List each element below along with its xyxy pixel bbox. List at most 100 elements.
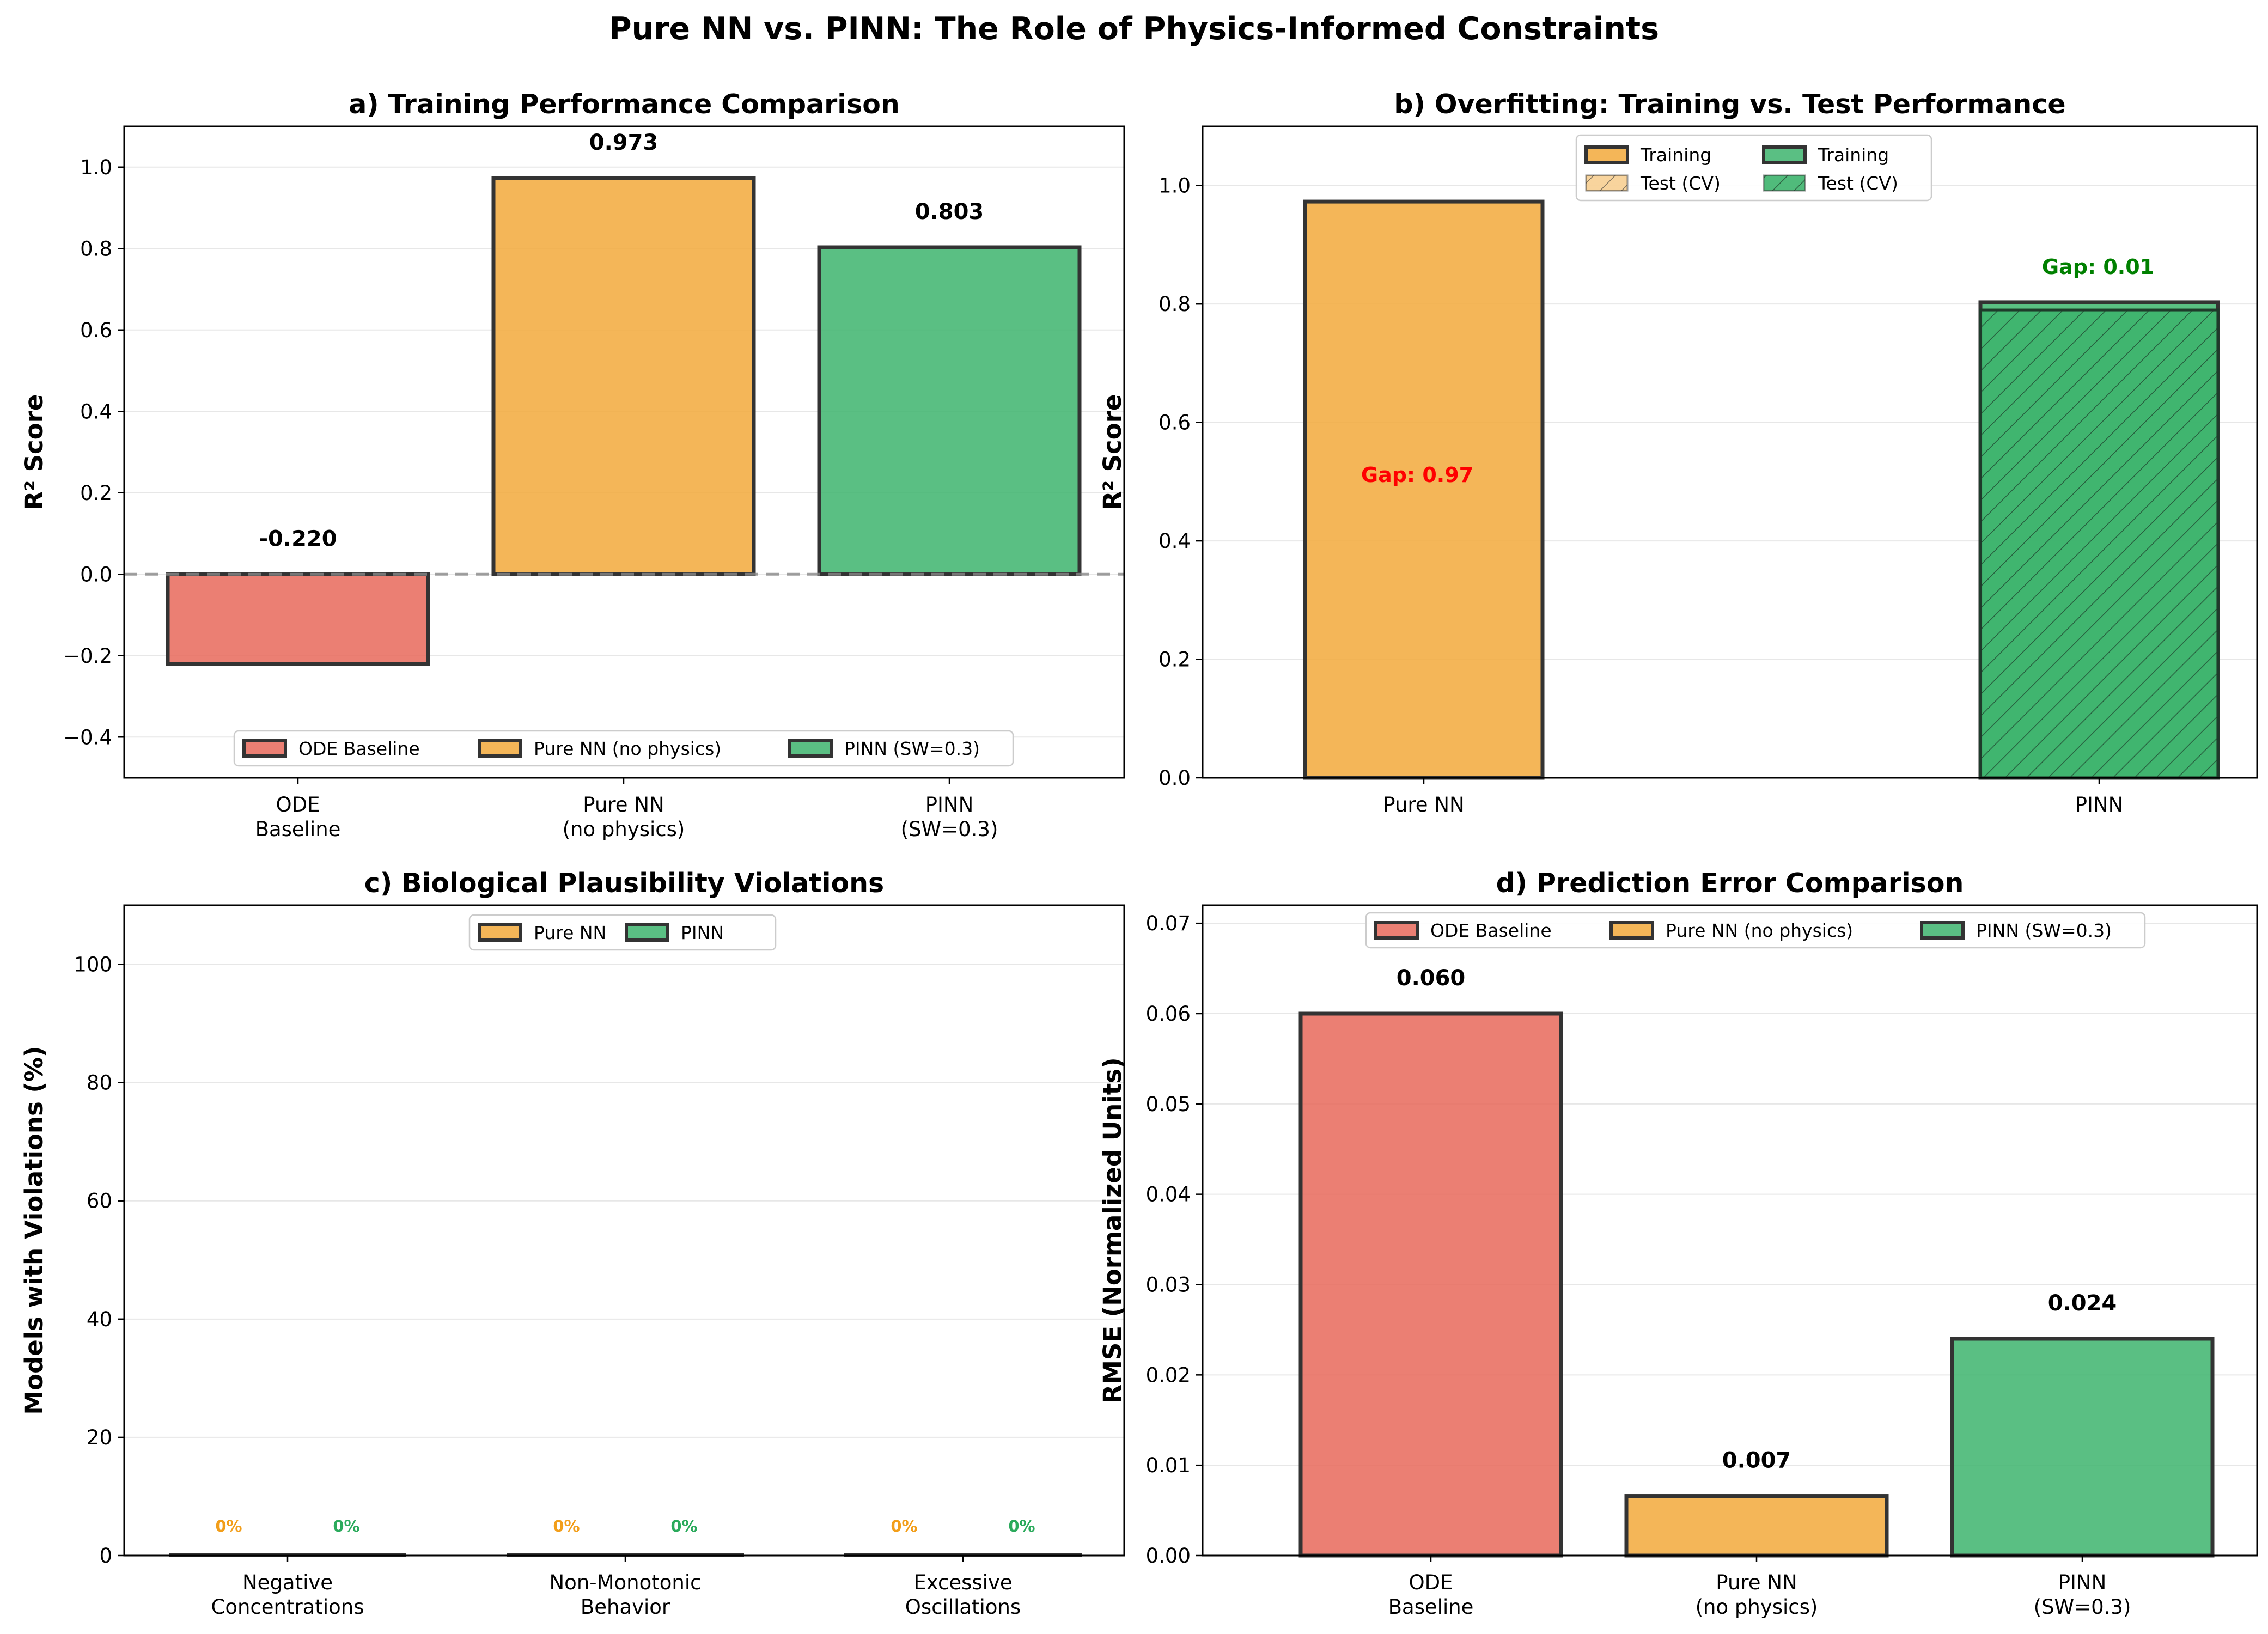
y-tick-label: 0.04: [1146, 1183, 1191, 1206]
y-tick-label: 0.4: [80, 400, 112, 423]
value-label: 0.007: [1722, 1448, 1791, 1473]
value-label: 0%: [553, 1517, 580, 1535]
value-label: -0.220: [259, 526, 337, 551]
y-tick-label: 0.03: [1146, 1273, 1191, 1297]
panel-d: d) Prediction Error Comparison RMSE (Norm…: [1098, 868, 2258, 1619]
panel-title: b) Overfitting: Training vs. Test Perfor…: [1394, 89, 2065, 120]
value-label: 0%: [670, 1517, 697, 1535]
gap-label: Gap: 0.01: [2042, 255, 2154, 279]
legend-label: Pure NN: [534, 922, 606, 943]
axes-frame: [123, 904, 1125, 1557]
y-tick-label: 0.6: [1159, 411, 1191, 435]
legend: Training Test (CV) Training Test (CV): [1575, 134, 1932, 202]
y-tick-label: 0.0: [1159, 766, 1191, 790]
y-tick-label: 60: [87, 1190, 112, 1213]
value-label: 0.060: [1397, 966, 1466, 991]
legend-swatch: [1584, 145, 1629, 164]
y-tick-label: 0.8: [80, 237, 112, 260]
legend-label: PINN (SW=0.3): [844, 738, 980, 759]
y-tick-label: 1.0: [1159, 174, 1191, 198]
x-tick-label: Pure NN (no physics): [563, 793, 685, 841]
legend-label: Pure NN (no physics): [1666, 920, 1853, 941]
y-tick-label: 0.0: [80, 563, 112, 586]
x-tick-label: Negative Concentrations: [211, 1571, 364, 1619]
bar: [491, 176, 756, 576]
legend-label: Test (CV): [1818, 173, 1898, 194]
legend-label: PINN: [681, 922, 724, 943]
legend-swatch: [1762, 145, 1807, 164]
panel-title: a) Training Performance Comparison: [349, 89, 900, 120]
y-tick-label: −0.2: [63, 644, 112, 668]
value-label: 0%: [891, 1517, 917, 1535]
x-tick-label: ODE Baseline: [255, 793, 341, 841]
value-label: 0%: [333, 1517, 359, 1535]
gap-label: Gap: 0.97: [1361, 463, 1473, 487]
bar: [1624, 1494, 1889, 1558]
bar: [1298, 1011, 1563, 1558]
legend-swatch: [242, 739, 287, 758]
y-tick-label: 0.02: [1146, 1363, 1191, 1387]
y-axis-label: R² Score: [1098, 394, 1127, 510]
value-label: 0%: [1008, 1517, 1035, 1535]
y-tick-label: 20: [87, 1426, 112, 1449]
y-tick-label: 0.8: [1159, 292, 1191, 316]
bar-training: [1303, 199, 1545, 780]
y-tick-label: 0: [99, 1544, 112, 1568]
legend: ODE Baseline Pure NN (no physics) PINN (SW…: [233, 730, 1014, 767]
legend-swatch: [1763, 174, 1806, 192]
legend-box: [1575, 134, 1932, 202]
y-axis-label: R² Score: [20, 394, 48, 510]
legend-swatch: [788, 739, 833, 758]
value-label: 0.024: [2048, 1291, 2117, 1316]
y-tick-label: 0.4: [1159, 529, 1191, 553]
legend-label: ODE Baseline: [298, 738, 420, 759]
legend-label: ODE Baseline: [1430, 920, 1552, 941]
y-tick-label: 0.05: [1146, 1093, 1191, 1116]
legend: ODE Baseline Pure NN (no physics) PINN (SW…: [1365, 912, 2146, 949]
y-tick-label: 100: [74, 953, 112, 977]
axes-frame: [1202, 125, 2258, 779]
legend-label: Training: [1818, 144, 1889, 166]
bar: [1950, 1337, 2215, 1558]
y-tick-label: 40: [87, 1308, 112, 1331]
y-tick-label: 0.2: [1159, 648, 1191, 672]
y-tick-label: 0.00: [1146, 1544, 1191, 1568]
x-tick-label: ODE Baseline: [1388, 1571, 1474, 1619]
legend-swatch: [478, 739, 522, 758]
x-tick-label: PINN (SW=0.3): [901, 793, 998, 841]
legend-box: [468, 914, 777, 951]
legend-label: PINN (SW=0.3): [1976, 920, 2112, 941]
legend-swatch: [478, 923, 522, 942]
bar: [817, 245, 1082, 576]
legend-label: Test (CV): [1640, 173, 1721, 194]
y-tick-label: 80: [87, 1071, 112, 1095]
value-label: 0.803: [915, 199, 984, 224]
legend-swatch: [1920, 921, 1965, 940]
bar: [166, 572, 430, 666]
legend: Pure NN PINN: [468, 914, 777, 951]
y-axis-label: RMSE (Normalized Units): [1098, 1057, 1127, 1403]
value-label: 0.973: [589, 130, 659, 155]
y-tick-label: −0.4: [63, 725, 112, 749]
legend-label: Pure NN (no physics): [534, 738, 721, 759]
y-axis-label: Models with Violations (%): [20, 1046, 48, 1414]
legend-swatch: [1374, 921, 1419, 940]
legend-swatch: [1609, 921, 1654, 940]
legend-label: Training: [1640, 144, 1711, 166]
panel-title: c) Biological Plausibility Violations: [364, 868, 884, 899]
bar-test: [1979, 308, 2220, 779]
x-tick-label: Non-Monotonic Behavior: [550, 1571, 702, 1619]
value-label: 0%: [215, 1517, 242, 1535]
x-tick-label: Excessive Oscillations: [905, 1571, 1021, 1619]
y-tick-label: 0.6: [80, 319, 112, 342]
axes-frame: [1202, 904, 2258, 1557]
panel-b: b) Overfitting: Training vs. Test Perfor…: [1098, 89, 2258, 816]
x-tick-label: Pure NN: [1383, 793, 1464, 816]
panel-c: c) Biological Plausibility Violations Mod…: [20, 868, 1125, 1619]
x-tick-label: PINN: [2075, 793, 2124, 816]
legend-swatch: [625, 923, 669, 942]
x-tick-label: PINN (SW=0.3): [2034, 1571, 2131, 1619]
y-tick-label: 0.06: [1146, 1002, 1191, 1026]
y-tick-label: 0.2: [80, 481, 112, 505]
